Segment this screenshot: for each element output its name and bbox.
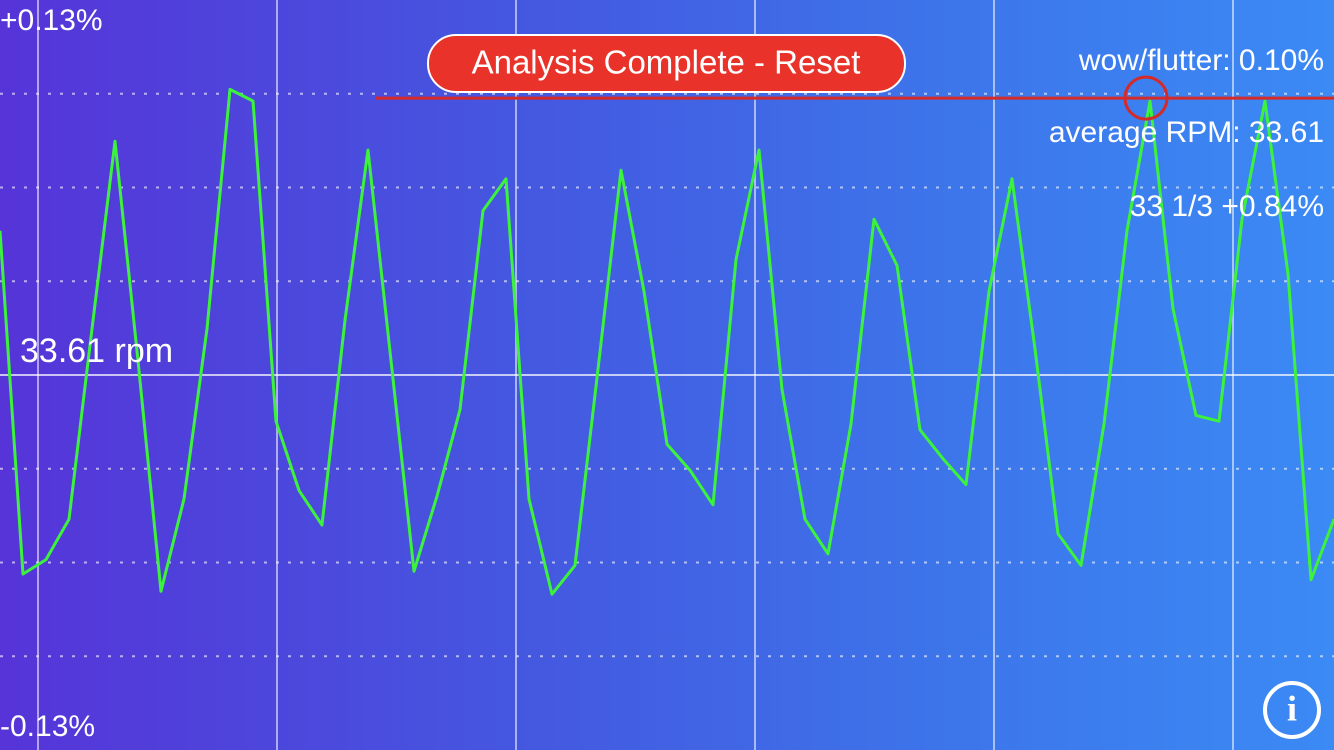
info-circle[interactable] [1263, 681, 1321, 739]
labels: +0.13% 33.61 rpm -0.13% [0, 4, 173, 743]
speed-deviation: 33 1/3 +0.84% [1130, 190, 1324, 223]
y-tick-label: 33.61 rpm [20, 332, 173, 370]
average-rpm: average RPM: 33.61 [1049, 116, 1324, 149]
y-tick-label: +0.13% [0, 4, 103, 37]
reset-button[interactable]: Analysis Complete - Reset [427, 34, 906, 93]
waveform [0, 87, 1334, 596]
y-tick-label: -0.13% [0, 710, 95, 743]
horizontal-grid [0, 92, 1334, 658]
peak-marker [1123, 75, 1169, 121]
plot [0, 75, 1334, 596]
button-bg[interactable] [427, 34, 906, 93]
info-glyph[interactable]: i [1287, 688, 1297, 728]
info-button[interactable]: i [1263, 681, 1321, 739]
wow-flutter: wow/flutter: 0.10% [1078, 44, 1324, 77]
button-label[interactable]: Analysis Complete - Reset [472, 44, 861, 81]
